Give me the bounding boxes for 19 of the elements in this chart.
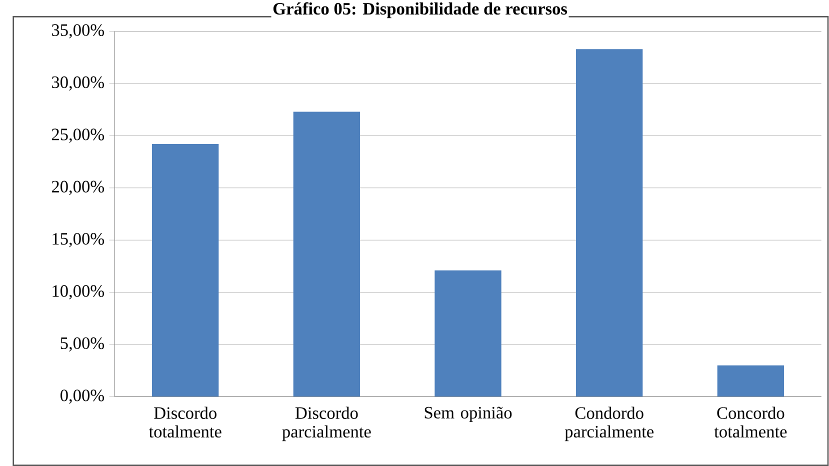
bar bbox=[717, 365, 784, 397]
x-tick-label: Condordo parcialmente bbox=[564, 406, 654, 442]
bar bbox=[576, 49, 643, 397]
y-tick-label: 35,00% bbox=[52, 24, 104, 38]
y-tick-label: 5,00% bbox=[60, 337, 104, 352]
x-tick-label: Sem opinião bbox=[424, 406, 512, 422]
y-tick-label: 25,00% bbox=[52, 128, 104, 143]
x-tick-label: Discordo totalmente bbox=[148, 406, 222, 438]
bar bbox=[293, 112, 360, 397]
x-tick-label: Discordo parcialmente bbox=[282, 406, 371, 442]
chart-title: Gráfico 05: Disponibilidade de recursos bbox=[273, 2, 568, 18]
x-tick-label: Concordo totalmente bbox=[714, 406, 787, 438]
y-tick-label: 15,00% bbox=[52, 232, 104, 248]
y-tick-label: 0,00% bbox=[60, 390, 104, 404]
bar bbox=[434, 270, 502, 397]
y-tick-label: 30,00% bbox=[52, 76, 104, 91]
bar bbox=[152, 144, 219, 397]
y-tick-label: 10,00% bbox=[52, 285, 104, 300]
y-tick-label: 20,00% bbox=[52, 180, 104, 195]
